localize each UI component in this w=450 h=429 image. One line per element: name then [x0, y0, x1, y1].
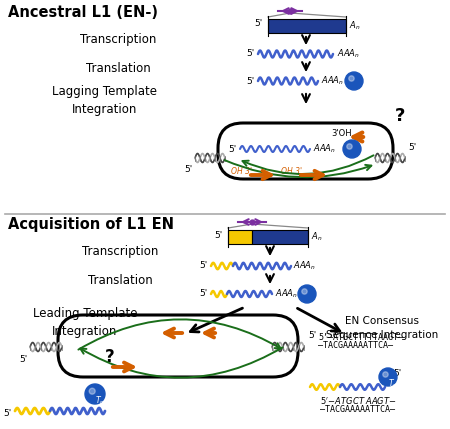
FancyBboxPatch shape — [252, 230, 308, 244]
Text: 5': 5' — [308, 332, 316, 341]
Text: $T_n$: $T_n$ — [95, 395, 105, 407]
Text: 5': 5' — [200, 262, 208, 271]
Text: $AAA_n$: $AAA_n$ — [313, 143, 336, 155]
Circle shape — [298, 285, 316, 303]
Text: Ancestral L1 (EN-): Ancestral L1 (EN-) — [8, 5, 158, 20]
FancyArrowPatch shape — [225, 160, 371, 177]
Text: Acquisition of L1 EN: Acquisition of L1 EN — [8, 217, 174, 232]
Text: ?: ? — [105, 348, 115, 366]
Circle shape — [343, 140, 361, 158]
Circle shape — [345, 72, 363, 90]
FancyArrowPatch shape — [243, 155, 374, 174]
Text: Translation: Translation — [88, 274, 153, 287]
Circle shape — [302, 289, 307, 294]
Circle shape — [383, 372, 388, 377]
Text: Transcription: Transcription — [80, 33, 156, 45]
FancyBboxPatch shape — [228, 230, 252, 244]
Text: OH 3': OH 3' — [231, 166, 252, 175]
Text: 5': 5' — [20, 354, 28, 363]
Text: $AAA_n$: $AAA_n$ — [321, 75, 344, 87]
Text: EN Consensus
Sequence Integration: EN Consensus Sequence Integration — [326, 316, 438, 340]
FancyArrowPatch shape — [78, 319, 281, 350]
Text: ?: ? — [395, 107, 405, 125]
Text: —TACGAAAAATTCA—: —TACGAAAAATTCA— — [320, 405, 395, 414]
FancyArrowPatch shape — [80, 347, 283, 378]
Text: 5’—ATGCTTTTTAAGT—: 5’—ATGCTTTTTAAGT— — [318, 332, 403, 341]
Text: 5': 5' — [185, 166, 193, 175]
Text: 5': 5' — [393, 369, 401, 378]
Text: 5': 5' — [247, 49, 255, 58]
Text: Transcription: Transcription — [82, 245, 158, 257]
Text: $A_n$: $A_n$ — [349, 20, 360, 32]
Text: 5': 5' — [255, 19, 263, 28]
Text: $T_n$: $T_n$ — [388, 378, 398, 390]
Text: 5': 5' — [215, 230, 223, 239]
Text: 5': 5' — [247, 76, 255, 85]
Text: $AAA_n$: $AAA_n$ — [337, 48, 360, 60]
Text: $AAGT\!-$: $AAGT\!-$ — [365, 396, 397, 407]
FancyBboxPatch shape — [268, 19, 346, 33]
Text: —TACGAAAAATTCA—: —TACGAAAAATTCA— — [318, 341, 393, 350]
Text: $A_n$: $A_n$ — [311, 231, 323, 243]
Text: 5': 5' — [200, 290, 208, 299]
Text: Leading Template
Integration: Leading Template Integration — [33, 306, 137, 338]
Circle shape — [349, 76, 354, 81]
Text: Lagging Template
Integration: Lagging Template Integration — [53, 85, 158, 117]
Text: $AAA_n$: $AAA_n$ — [275, 288, 298, 300]
Circle shape — [379, 368, 397, 386]
Text: $AAA_n$: $AAA_n$ — [293, 260, 316, 272]
Text: $5'\!-\!ATGCT$: $5'\!-\!ATGCT$ — [320, 396, 366, 407]
Text: OH 3': OH 3' — [281, 166, 302, 175]
Text: 5': 5' — [229, 145, 237, 154]
Text: 5': 5' — [4, 408, 12, 417]
Text: Translation: Translation — [86, 61, 150, 75]
Text: 3'OH: 3'OH — [332, 130, 352, 139]
Circle shape — [347, 144, 352, 149]
Circle shape — [85, 384, 105, 404]
Circle shape — [89, 388, 95, 394]
Text: 5': 5' — [408, 142, 416, 151]
